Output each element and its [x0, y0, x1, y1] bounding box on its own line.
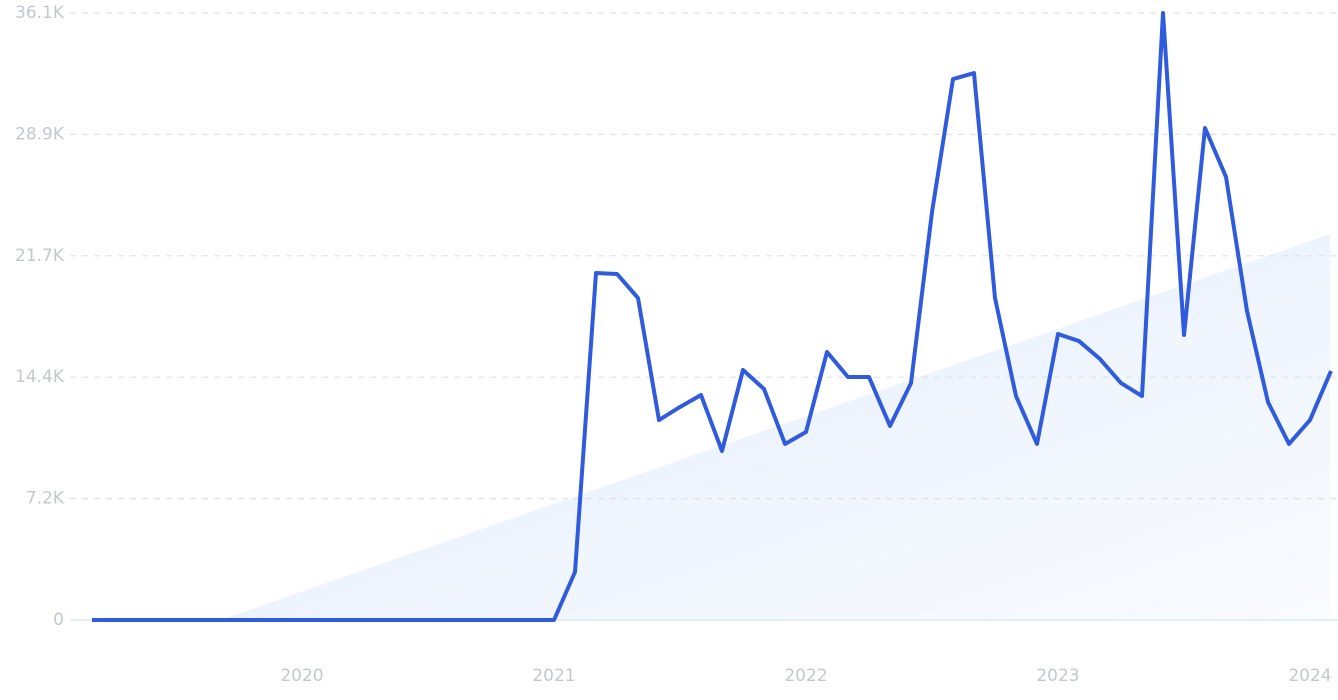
y-tick-label: 14.4K [15, 367, 65, 387]
y-tick-label: 7.2K [26, 489, 65, 509]
y-tick-label: 36.1K [15, 3, 65, 23]
x-tick-label: 2023 [1036, 666, 1079, 686]
line [92, 11, 1333, 622]
x-tick-label: 2020 [280, 666, 323, 686]
y-tick-label: 21.7K [15, 246, 65, 266]
x-tick-label: 2021 [532, 666, 575, 686]
x-tick-label: 2022 [784, 666, 827, 686]
trend-area [220, 234, 1330, 620]
x-tick-label: 2024 [1288, 666, 1331, 686]
y-tick-label: 28.9K [15, 124, 65, 144]
y-tick-label: 0 [53, 610, 64, 630]
